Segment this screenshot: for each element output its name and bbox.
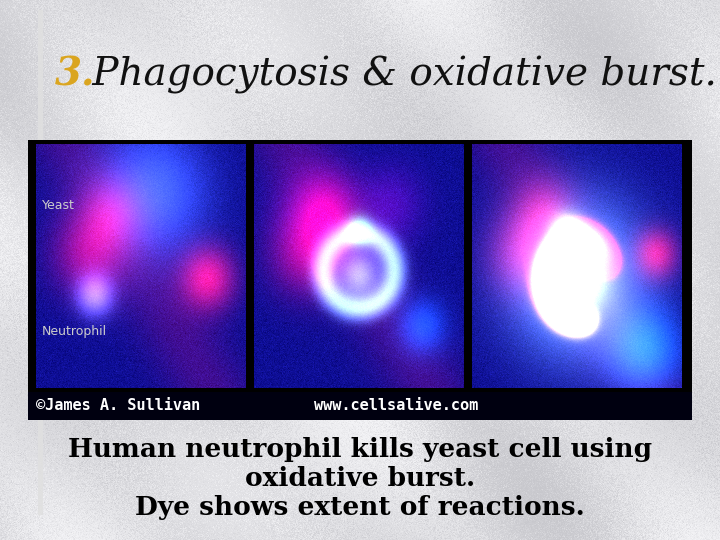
Text: Human neutrophil kills yeast cell using: Human neutrophil kills yeast cell using xyxy=(68,437,652,462)
Text: oxidative burst.: oxidative burst. xyxy=(245,465,475,490)
Bar xyxy=(28,392,692,420)
Text: Phagocytosis & oxidative burst.: Phagocytosis & oxidative burst. xyxy=(80,56,717,94)
Text: 3.: 3. xyxy=(55,56,96,94)
Text: Neutrophil: Neutrophil xyxy=(42,325,107,338)
Text: www.cellsalive.com: www.cellsalive.com xyxy=(313,399,478,414)
Text: Yeast: Yeast xyxy=(42,199,75,212)
Text: ©James A. Sullivan: ©James A. Sullivan xyxy=(36,399,200,414)
Bar xyxy=(28,140,692,420)
Bar xyxy=(38,10,43,515)
Text: Dye shows extent of reactions.: Dye shows extent of reactions. xyxy=(135,496,585,521)
